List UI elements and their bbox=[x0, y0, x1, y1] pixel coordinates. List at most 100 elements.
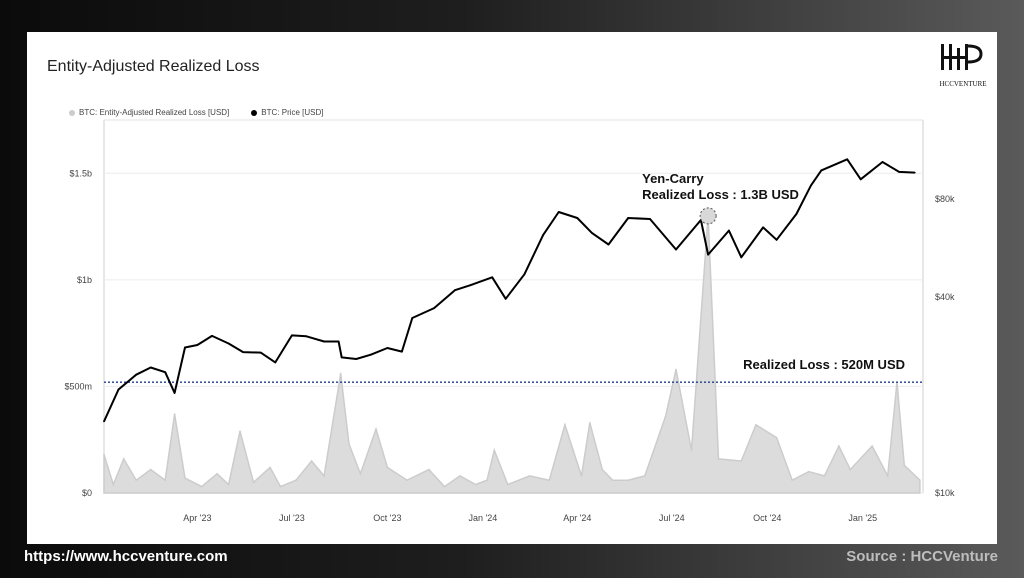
x-tick-label: Apr '24 bbox=[563, 513, 591, 523]
btc-price-point bbox=[740, 256, 743, 259]
yen-carry-marker bbox=[699, 207, 717, 225]
realized-loss-point bbox=[216, 473, 218, 475]
realized-loss-point bbox=[386, 466, 389, 469]
realized-loss-point bbox=[239, 430, 241, 433]
realized-loss-point bbox=[348, 443, 350, 445]
btc-price-point bbox=[135, 373, 138, 376]
realized-loss-point bbox=[164, 479, 166, 482]
realized-loss-point bbox=[339, 372, 342, 375]
btc-price-point bbox=[913, 171, 916, 174]
realized-loss-point bbox=[375, 428, 377, 430]
btc-price-point bbox=[591, 232, 593, 234]
btc-price-point bbox=[433, 307, 435, 309]
realized-loss-point bbox=[675, 368, 677, 371]
yen-carry-annotation-title: Yen-Carry bbox=[642, 171, 704, 186]
realized-loss-point bbox=[135, 479, 137, 482]
x-tick-label: Jul '23 bbox=[279, 513, 305, 523]
btc-price-point bbox=[323, 340, 325, 343]
realized-loss-point bbox=[528, 475, 531, 477]
btc-price-point bbox=[340, 356, 343, 359]
btc-price-point bbox=[355, 358, 358, 360]
x-tick-label: Jan '24 bbox=[469, 513, 498, 523]
btc-price-point bbox=[184, 346, 186, 349]
btc-price-point bbox=[627, 217, 630, 219]
btc-price-point bbox=[369, 353, 372, 356]
btc-price-point bbox=[675, 248, 677, 251]
x-tick-label: Apr '23 bbox=[183, 513, 211, 523]
realized-loss-point bbox=[903, 464, 906, 467]
chart-legend: BTC: Entity-Adjusted Realized Loss [USD]… bbox=[69, 108, 324, 117]
btc-price-point bbox=[401, 350, 403, 353]
legend-dot-realized-loss bbox=[69, 109, 75, 116]
realized-loss-point bbox=[717, 458, 720, 460]
chart-title: Entity-Adjusted Realized Loss bbox=[47, 58, 260, 75]
realized-loss-point bbox=[103, 453, 105, 456]
legend-item-realized-loss[interactable]: BTC: Entity-Adjusted Realized Loss [USD] bbox=[69, 108, 229, 117]
btc-price-point bbox=[103, 420, 105, 423]
footer-source: Source : HCCVenture bbox=[846, 548, 998, 565]
btc-price-point bbox=[305, 335, 308, 338]
realized-loss-point bbox=[740, 460, 743, 462]
realized-loss-point bbox=[507, 483, 509, 486]
left-tick-label: $1b bbox=[77, 275, 92, 285]
btc-price-point bbox=[542, 234, 544, 237]
realized-loss-point bbox=[443, 485, 446, 488]
legend-label-price: BTC: Price [USD] bbox=[261, 108, 324, 117]
realized-loss-point bbox=[112, 483, 115, 486]
btc-price-point bbox=[707, 253, 709, 256]
btc-price-point bbox=[274, 361, 277, 364]
chart-card: Entity-Adjusted Realized Loss HCCVENTURE… bbox=[27, 32, 997, 544]
footer-url[interactable]: https://www.hccventure.com bbox=[24, 548, 228, 565]
realized-loss-point bbox=[664, 415, 667, 418]
btc-price-point bbox=[820, 169, 823, 172]
btc-price-point bbox=[227, 342, 230, 345]
realized-loss-point bbox=[808, 470, 810, 473]
btc-price-point bbox=[576, 217, 579, 219]
btc-price-point bbox=[337, 340, 340, 343]
realized-loss-point bbox=[823, 475, 826, 477]
legend-label-realized-loss: BTC: Entity-Adjusted Realized Loss [USD] bbox=[79, 108, 230, 117]
realized-loss-point bbox=[886, 475, 889, 477]
btc-price-point bbox=[491, 276, 494, 279]
realized-loss-point bbox=[173, 413, 176, 415]
btc-price-point bbox=[149, 366, 152, 369]
realized-loss-point bbox=[849, 468, 852, 471]
x-tick-label: Jul '24 bbox=[659, 513, 685, 523]
right-tick-label: $80k bbox=[935, 194, 955, 204]
btc-price-point bbox=[211, 335, 213, 337]
btc-price-point bbox=[859, 178, 862, 181]
realized-loss-point bbox=[486, 479, 488, 482]
realized-loss-point bbox=[295, 479, 297, 482]
btc-price-point bbox=[881, 161, 884, 163]
realized-loss-point bbox=[775, 436, 778, 439]
right-tick-label: $40k bbox=[935, 292, 955, 302]
realized-loss-point bbox=[227, 483, 230, 486]
realized-loss-series bbox=[103, 215, 921, 494]
realized-loss-520m-annotation: Realized Loss : 520M USD bbox=[743, 357, 905, 372]
realized-loss-point bbox=[548, 479, 551, 482]
realized-loss-point bbox=[871, 445, 873, 447]
x-tick-label: Jan '25 bbox=[848, 513, 877, 523]
realized-loss-point bbox=[601, 468, 604, 471]
btc-price-point bbox=[469, 284, 472, 287]
btc-price-point bbox=[846, 158, 849, 161]
x-tick-label: Oct '23 bbox=[373, 513, 401, 523]
realized-loss-point bbox=[690, 449, 693, 452]
realized-loss-point bbox=[580, 475, 583, 477]
realized-loss-point bbox=[428, 468, 430, 471]
realized-loss-point bbox=[406, 479, 408, 482]
legend-item-price[interactable]: BTC: Price [USD] bbox=[251, 108, 324, 117]
btc-price-point bbox=[386, 347, 389, 349]
realized-loss-point bbox=[252, 481, 255, 484]
btc-price-point bbox=[259, 351, 262, 354]
btc-price-point bbox=[728, 229, 730, 232]
btc-price-point bbox=[523, 273, 526, 276]
btc-price-point bbox=[164, 371, 167, 374]
left-tick-label: $500m bbox=[64, 381, 92, 391]
realized-loss-point bbox=[493, 449, 496, 452]
realized-loss-point bbox=[184, 477, 186, 479]
realized-loss-point bbox=[269, 466, 271, 469]
realized-loss-point bbox=[838, 445, 840, 447]
realized-loss-point bbox=[791, 479, 793, 482]
btc-price-point bbox=[810, 184, 812, 187]
